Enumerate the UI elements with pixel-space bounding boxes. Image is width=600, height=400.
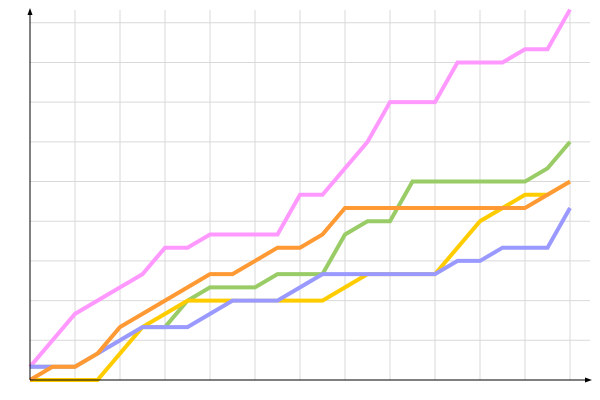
series-line-3 (30, 179, 572, 382)
y-axis-arrow (27, 8, 33, 15)
x-axis-arrow (585, 377, 592, 383)
series-line-1 (28, 8, 572, 369)
series-lines (28, 8, 572, 382)
series-line-5 (28, 179, 572, 382)
series-line-4 (30, 207, 572, 369)
grid (29, 10, 590, 380)
axes (27, 8, 592, 383)
